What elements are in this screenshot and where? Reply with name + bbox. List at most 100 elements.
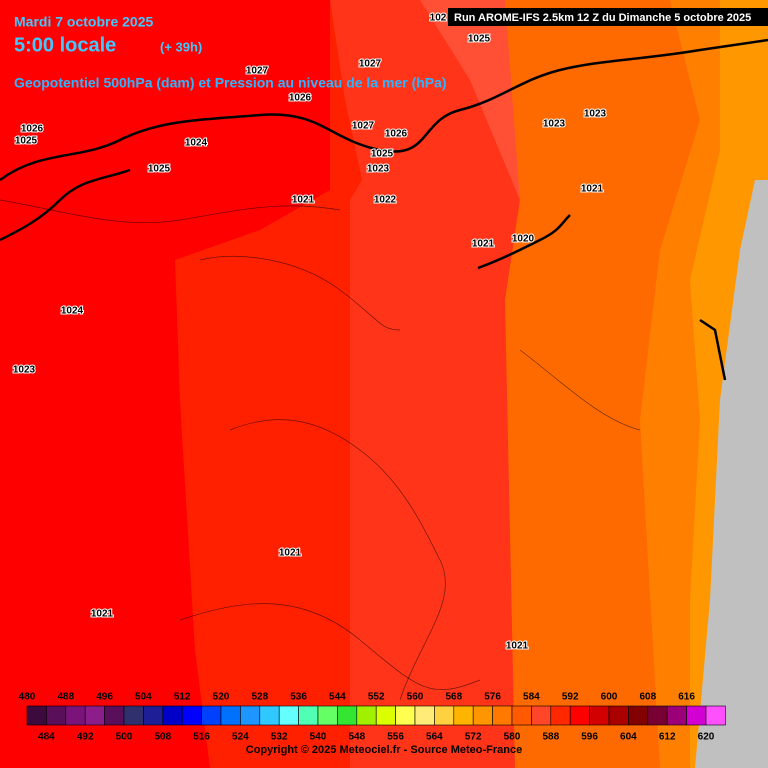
colorbar-label: 528 <box>251 692 268 703</box>
color-box <box>356 705 377 726</box>
colorbar-label: 564 <box>426 732 443 743</box>
colorbar-label: 532 <box>271 732 288 743</box>
colorbar-label: 496 <box>96 692 113 703</box>
colorbar-label: 504 <box>135 692 152 703</box>
color-box <box>162 705 183 726</box>
isobar-label: 1025 <box>371 149 394 160</box>
colorbar-label: 524 <box>232 732 249 743</box>
isobar-label: 1023 <box>584 109 607 120</box>
colorbar-label: 608 <box>639 692 656 703</box>
isobar-label: 1027 <box>352 121 375 132</box>
colorbar-label: 576 <box>484 692 501 703</box>
colorbar-label: 512 <box>174 692 191 703</box>
color-box <box>375 705 396 726</box>
isobar-label: 1022 <box>374 195 397 206</box>
color-box <box>608 705 629 726</box>
isobar-label: 1027 <box>359 59 382 70</box>
color-box <box>395 705 416 726</box>
isobar-label: 1021 <box>506 641 529 652</box>
color-box <box>104 705 125 726</box>
lead-time: (+ 39h) <box>160 39 202 54</box>
color-box <box>46 705 67 726</box>
colorbar-label: 580 <box>504 732 521 743</box>
isobar-label: 1026 <box>289 93 312 104</box>
color-box <box>550 705 571 726</box>
isobar-label: 1021 <box>292 195 315 206</box>
isobar-label: 1025 <box>15 136 38 147</box>
isobar-label: 1026 <box>385 129 408 140</box>
colorbar-label: 600 <box>601 692 618 703</box>
color-box <box>647 705 668 726</box>
isobar-label: 1020 <box>512 234 535 245</box>
color-box <box>569 705 590 726</box>
valid-time: 5:00 locale <box>14 34 116 56</box>
color-box <box>278 705 299 726</box>
isobar-label: 1021 <box>279 548 302 559</box>
isobar-label: 1023 <box>13 365 36 376</box>
isobar-label: 1027 <box>246 66 269 77</box>
colorbar-label: 612 <box>659 732 676 743</box>
colorbar-label: 596 <box>581 732 598 743</box>
colorbar-label: 584 <box>523 692 540 703</box>
color-box <box>531 705 552 726</box>
run-banner <box>448 8 768 26</box>
color-box <box>123 705 144 726</box>
color-box <box>628 705 649 726</box>
valid-date: Mardi 7 octobre 2025 <box>14 14 153 30</box>
colorbar-label: 588 <box>542 732 559 743</box>
color-box <box>65 705 86 726</box>
isobar-label: 1025 <box>468 34 491 45</box>
colorbar-label: 556 <box>387 732 404 743</box>
isobar-label: 1026 <box>21 124 44 135</box>
colorbar-label: 516 <box>193 732 210 743</box>
colorbar-label: 572 <box>465 732 482 743</box>
colorbar-label: 592 <box>562 692 579 703</box>
isobar-label: 1024 <box>185 138 208 149</box>
colorbar-label: 604 <box>620 732 637 743</box>
color-box <box>589 705 610 726</box>
color-box <box>705 705 726 726</box>
color-box <box>201 705 222 726</box>
colorbar: 480 484 488 492 496 500 504 508 512 516 520 524 528 5… <box>19 692 726 743</box>
colorbar-label: 548 <box>348 732 365 743</box>
isobar-label: 1024 <box>61 306 84 317</box>
colorbar-label: 492 <box>77 732 94 743</box>
copyright: Copyright © 2025 Meteociel.fr - Source M… <box>246 744 522 756</box>
colorbar-label: 488 <box>57 692 74 703</box>
color-box <box>143 705 164 726</box>
color-box <box>220 705 241 726</box>
isobar-label: 102 <box>430 13 447 24</box>
colorbar-label: 480 <box>19 692 36 703</box>
colorbar-label: 484 <box>38 732 55 743</box>
isobar-labels: 102 1025 1027 1027 1026 1026 1025 1027 1… <box>12 12 608 653</box>
colorbar-label: 552 <box>368 692 385 703</box>
contours <box>0 38 768 701</box>
subtitle: Geopotentiel 500hPa (dam) et Pression au… <box>14 75 447 91</box>
isobar-label: 1021 <box>472 239 495 250</box>
colorbar-label: 500 <box>116 732 133 743</box>
isobar-label: 1021 <box>91 609 114 620</box>
color-box <box>337 705 358 726</box>
isobar-label: 1023 <box>367 164 390 175</box>
color-box <box>317 705 338 726</box>
color-box <box>240 705 261 726</box>
color-box <box>511 705 532 726</box>
colorbar-label: 568 <box>445 692 462 703</box>
color-box <box>181 705 202 726</box>
color-box <box>26 705 47 726</box>
colorbar-label: 520 <box>213 692 230 703</box>
color-box <box>298 705 319 726</box>
isobar-label: 1021 <box>581 184 604 195</box>
colorbar-label: 536 <box>290 692 307 703</box>
color-box <box>453 705 474 726</box>
color-box <box>686 705 707 726</box>
colorbar-label: 540 <box>310 732 327 743</box>
colorbar-label: 508 <box>154 732 171 743</box>
run-info: Run AROME-IFS 2.5km 12 Z du Dimanche 5 o… <box>454 12 751 24</box>
isobar-label: 1023 <box>543 119 566 130</box>
color-box <box>666 705 687 726</box>
color-box <box>492 705 513 726</box>
